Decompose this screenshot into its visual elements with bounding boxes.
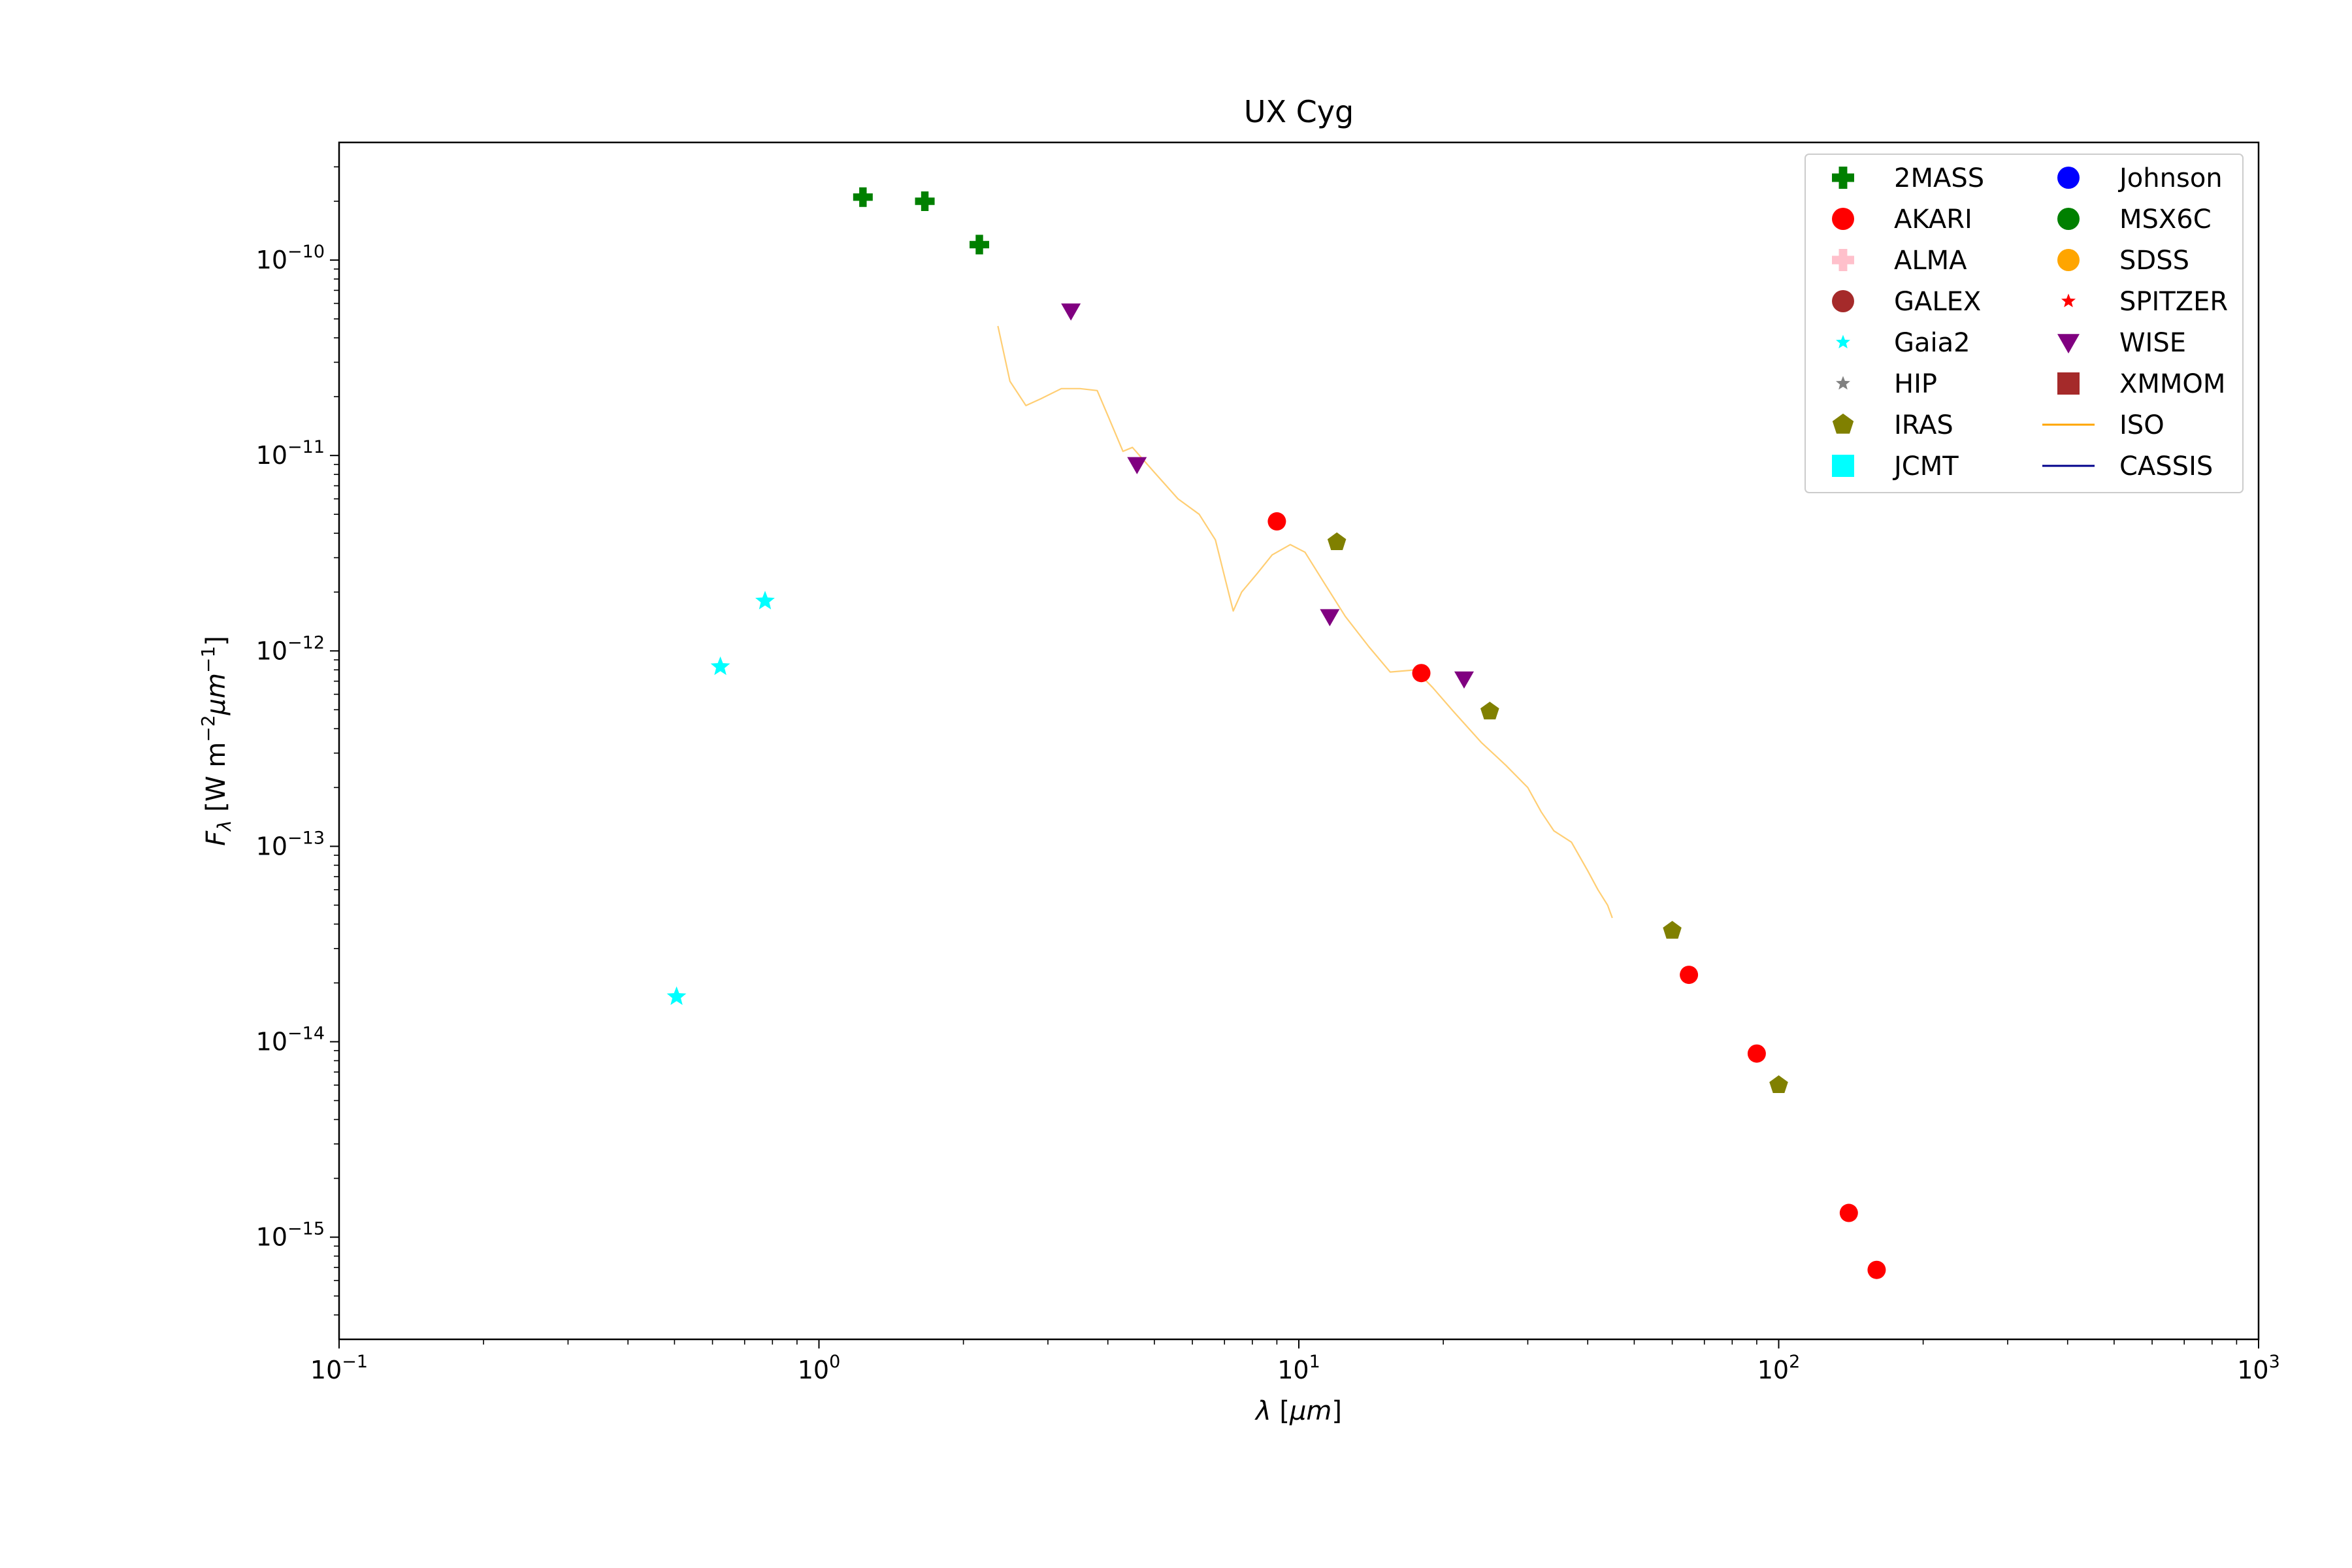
plot-area-frame (338, 141, 2260, 1341)
point-iras (1663, 921, 1682, 939)
x-tick-label: 102 (1757, 1352, 1801, 1384)
legend-label-iras: IRAS (1894, 410, 1953, 440)
point-gaia2 (755, 591, 775, 610)
x-tick-label: 103 (2237, 1352, 2280, 1384)
point-iras (1480, 702, 1499, 720)
y-tick-label: 10−13 (256, 828, 325, 860)
legend-label-gaia2: Gaia2 (1894, 328, 1970, 358)
legend-swatch-wise (2057, 334, 2080, 353)
legend-box (1805, 154, 2244, 493)
legend-swatch-johnson (2057, 167, 2080, 189)
axis-ticks: 10−1 100 101 102 103 10−15 10−14 10−13 10−12 10−1… (256, 166, 2280, 1384)
point-wise (1454, 671, 1474, 689)
point-gaia2 (710, 656, 730, 676)
legend-swatch-jcmt (1832, 455, 1854, 477)
y-tick-label: 10−14 (256, 1023, 325, 1056)
chart-title: UX Cyg (1244, 94, 1354, 129)
x-axis-label: λ [μm] (1254, 1396, 1342, 1426)
legend-label-spitzer: SPITZER (2119, 287, 2228, 317)
legend-label-xmmom: XMMOM (2119, 369, 2225, 399)
legend-label-jcmt: JCMT (1892, 451, 1959, 482)
x-tick-label: 100 (798, 1352, 841, 1384)
point-akari (1747, 1044, 1766, 1063)
point-gaia2 (666, 986, 687, 1005)
legend-label-cassis: CASSIS (2119, 451, 2213, 482)
legend-label-johnson: Johnson (2117, 163, 2223, 193)
point-wise (1127, 457, 1147, 474)
legend-swatch-xmmom (2057, 372, 2080, 395)
legend-swatch-spitzer (2061, 293, 2076, 308)
point-akari (1412, 664, 1431, 683)
point-akari (1839, 1203, 1858, 1222)
legend-swatch-hip (1836, 376, 1850, 390)
legend-swatch-alma (1832, 249, 1854, 271)
legend-label-wise: WISE (2119, 328, 2186, 358)
y-axis-label: Fλ [W m−2μm−1] (197, 636, 235, 846)
legend-label-iso: ISO (2119, 410, 2164, 440)
legend: 2MASS AKARI ALMA GALEX Gaia2 HIP IRAS JCMT Johns… (1805, 154, 2244, 493)
point-iras (1327, 532, 1347, 550)
point-akari (1867, 1260, 1886, 1279)
legend-label-sdss: SDSS (2119, 246, 2189, 276)
legend-label-msx6c: MSX6C (2119, 204, 2212, 235)
legend-swatch-gaia2 (1836, 335, 1850, 349)
legend-label-hip: HIP (1894, 369, 1937, 399)
y-tick-label: 10−15 (256, 1219, 325, 1252)
legend-swatch-iras (1832, 414, 1854, 434)
point-iras (1769, 1075, 1788, 1093)
y-tick-label: 10−11 (256, 437, 325, 470)
legend-label-alma: ALMA (1894, 246, 1967, 276)
legend-label-galex: GALEX (1894, 287, 1981, 317)
legend-swatch-msx6c (2057, 208, 2080, 230)
legend-swatch-2mass (1832, 167, 1854, 189)
x-tick-label: 10−1 (310, 1352, 368, 1384)
legend-swatch-sdss (2057, 249, 2080, 271)
point-wise (1320, 609, 1340, 627)
data-points (666, 187, 1886, 1279)
point-wise (1061, 303, 1081, 321)
point-akari (1680, 966, 1699, 985)
legend-swatch-akari (1832, 208, 1854, 230)
x-tick-label: 101 (1277, 1352, 1320, 1384)
y-tick-label: 10−12 (256, 632, 325, 665)
point-2mass (915, 191, 935, 212)
legend-label-2mass: 2MASS (1894, 163, 1984, 193)
iso-spectrum (997, 325, 1613, 919)
legend-swatch-galex (1832, 290, 1854, 312)
series-line-iso (997, 325, 1613, 919)
legend-label-akari: AKARI (1894, 204, 1972, 235)
point-akari (1267, 512, 1286, 531)
y-tick-label: 10−10 (256, 242, 325, 274)
point-2mass (970, 235, 990, 255)
point-2mass (853, 187, 873, 207)
